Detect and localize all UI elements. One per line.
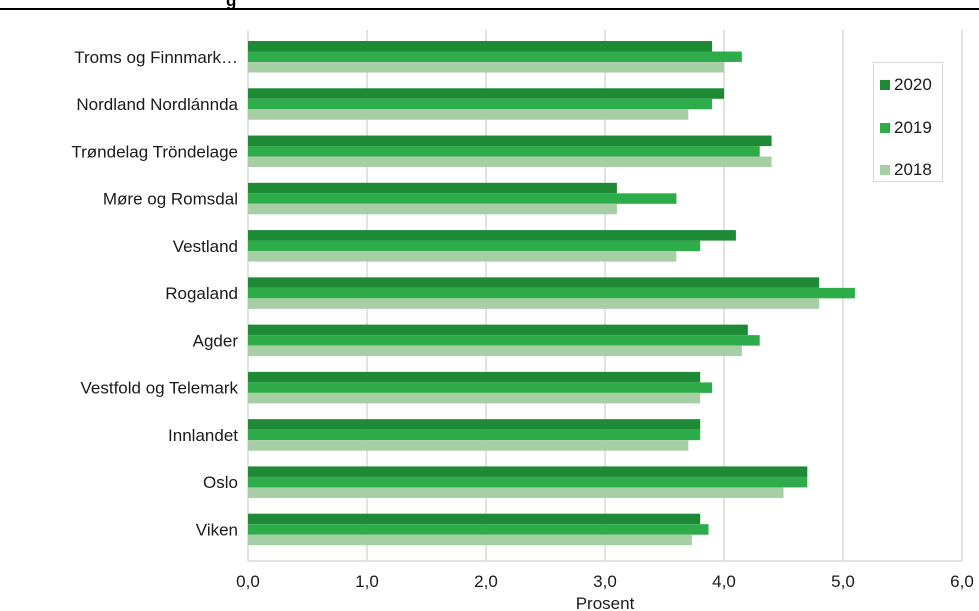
legend-swatch-2019 [880,123,890,133]
bar-2020-0 [248,41,713,52]
bar-2019-1 [248,98,713,110]
category-label-0: Troms og Finnmark… [74,48,238,67]
bars [248,41,855,546]
legend-item-2018: 2018 [880,160,932,180]
bar-2019-8 [248,429,701,441]
bar-2020-6 [248,324,748,336]
legend-label-2019: 2019 [894,118,932,137]
bar-2018-10 [248,534,692,546]
legend: 2020 2019 2018 [873,62,943,182]
category-label-2: Trøndelag Tröndelage [71,142,238,161]
x-tick-labels: 0,0 1,0 2,0 3,0 4,0 5,0 6,0 [236,572,974,591]
bar-2020-2 [248,135,772,147]
bar-2020-9 [248,466,808,477]
bar-2018-7 [248,392,701,404]
bar-2020-3 [248,182,617,194]
x-tick-label-0: 0,0 [236,572,260,591]
bar-2018-3 [248,203,617,215]
bar-2018-4 [248,251,677,262]
bar-2019-0 [248,51,742,62]
bar-2019-5 [248,287,855,299]
top-rule [0,8,979,10]
bar-2020-8 [248,419,701,430]
category-label-6: Agder [193,331,239,350]
bar-2019-3 [248,193,677,204]
bar-2019-10 [248,524,709,535]
legend-swatch-2018 [880,165,890,175]
category-label-10: Viken [196,520,238,539]
category-label-5: Rogaland [165,284,238,303]
category-label-4: Vestland [173,237,238,256]
bar-2020-5 [248,277,820,288]
x-tick-label-3: 3,0 [593,572,617,591]
bar-2019-2 [248,146,760,157]
bar-2018-1 [248,109,689,120]
x-tick-label-1: 1,0 [355,572,379,591]
legend-label-2020: 2020 [894,75,932,94]
category-labels: Troms og Finnmark… Nordland Nordlánnda Trø… [71,48,238,540]
x-axis-title: Prosent [576,594,635,611]
x-tick-label-2: 2,0 [474,572,498,591]
x-tick-label-4: 4,0 [712,572,736,591]
bar-2019-6 [248,335,760,346]
category-label-9: Oslo [203,473,238,492]
legend-item-2020: 2020 [880,75,932,95]
bar-2018-8 [248,440,689,451]
category-label-7: Vestfold og Telemark [81,379,239,398]
legend-label-2018: 2018 [894,160,932,179]
x-tick-label-5: 5,0 [831,572,855,591]
bar-2020-10 [248,513,701,525]
legend-swatch-2020 [880,80,890,90]
category-label-8: Innlandet [168,426,238,445]
bar-2020-4 [248,230,736,241]
x-tick-label-6: 6,0 [950,572,974,591]
bar-2018-0 [248,62,724,73]
bar-2019-4 [248,240,701,252]
bar-2018-2 [248,156,772,168]
bar-2019-9 [248,476,808,488]
category-label-1: Nordland Nordlánnda [76,95,238,114]
bar-2018-5 [248,298,820,309]
bar-2019-7 [248,382,713,393]
bar-2020-1 [248,88,724,99]
bar-2018-6 [248,345,742,357]
bar-2018-9 [248,487,784,498]
bar-2020-7 [248,371,701,383]
category-label-3: Møre og Romsdal [103,190,238,209]
chart-title-fragment: g [226,0,237,10]
legend-item-2019: 2019 [880,118,932,138]
